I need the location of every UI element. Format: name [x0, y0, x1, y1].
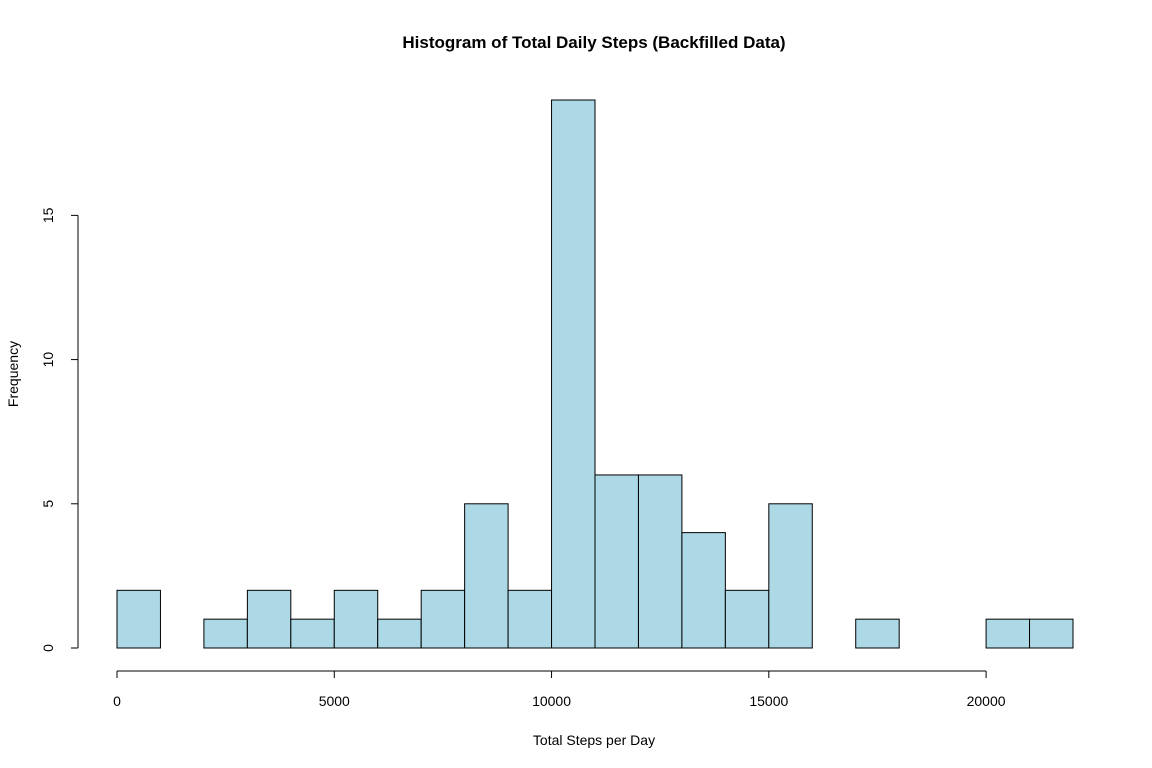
- bars-group: [116, 99, 1074, 649]
- histogram-bar: [333, 589, 379, 649]
- y-axis: 0 5 10 15: [40, 207, 79, 652]
- histogram-bar: [724, 589, 770, 649]
- histogram-bar: [985, 618, 1031, 649]
- y-tick-label: 10: [40, 352, 56, 368]
- y-axis-label: Frequency: [5, 341, 21, 407]
- x-axis: 0 5000 10000 15000 20000: [113, 670, 1006, 709]
- histogram-bar: [290, 618, 335, 649]
- x-axis-label: Total Steps per Day: [533, 732, 655, 748]
- x-tick-label: 20000: [967, 693, 1006, 709]
- histogram-bar: [116, 589, 161, 649]
- x-tick-label: 0: [113, 693, 121, 709]
- x-tick-label: 5000: [319, 693, 350, 709]
- histogram-bar: [681, 532, 726, 649]
- histogram-bar: [768, 503, 813, 649]
- histogram-bar: [594, 474, 639, 649]
- histogram-bar: [377, 618, 422, 649]
- histogram-bar: [203, 618, 248, 649]
- histogram-bar: [637, 474, 683, 649]
- y-tick-label: 5: [40, 500, 56, 508]
- y-tick-label: 0: [40, 644, 56, 652]
- y-tick-label: 15: [40, 207, 56, 223]
- histogram-bar: [464, 503, 509, 649]
- histogram-bar: [855, 618, 900, 649]
- histogram-bar: [420, 589, 466, 649]
- chart-title: Histogram of Total Daily Steps (Backfill…: [402, 33, 785, 52]
- histogram-bar: [551, 99, 596, 649]
- histogram-bar: [246, 589, 292, 649]
- x-tick-label: 10000: [532, 693, 571, 709]
- x-tick-label: 15000: [749, 693, 788, 709]
- histogram-bar: [1029, 618, 1074, 649]
- histogram-bar: [507, 589, 553, 649]
